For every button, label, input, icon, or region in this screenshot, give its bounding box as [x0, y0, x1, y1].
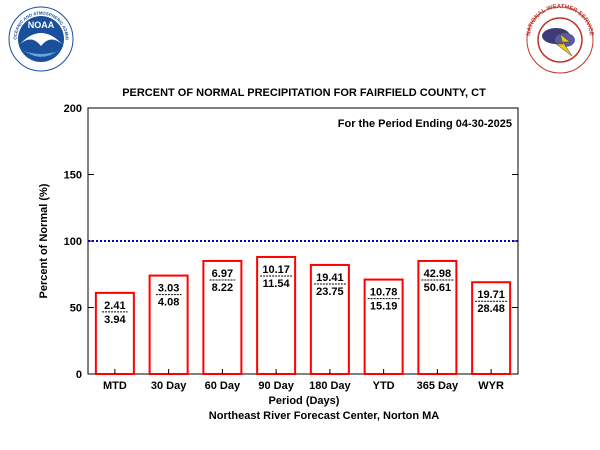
noaa-logo: NOAA NATIONAL OCEANIC AND ATMOSPHERIC AD…: [0, 0, 74, 72]
bars: 2.41 3.94 3.03 4.08 6.97 8.22 10.17 11.54 19.41 2…: [94, 255, 512, 376]
x-axis: MTD 30 Day 60 Day 90 Day 180 Day YTD 365 Day WY…: [103, 369, 504, 392]
x-tick-label: WYR: [478, 380, 504, 392]
bar-normal-label: 15.19: [370, 301, 398, 313]
bar-normal-label: 23.75: [316, 286, 344, 298]
bar-observed-label: 10.78: [370, 287, 398, 299]
footer-credit: Northeast River Forecast Center, Norton …: [209, 410, 439, 422]
y-tick-label: 0: [76, 369, 82, 381]
bar-normal-label: 8.22: [212, 282, 233, 294]
bar-observed-label: 10.17: [262, 264, 290, 276]
y-tick-label: 100: [64, 236, 82, 248]
y-tick-label: 50: [70, 303, 82, 315]
y-axis-label: Percent of Normal (%): [38, 183, 50, 298]
x-axis-label: Period (Days): [269, 395, 340, 407]
bar-observed-label: 2.41: [104, 300, 125, 312]
subtitle: For the Period Ending 04-30-2025: [338, 118, 512, 130]
x-tick-label: 180 Day: [309, 380, 351, 392]
y-tick-label: 150: [64, 170, 82, 182]
bar-normal-label: 50.61: [424, 282, 452, 294]
y-axis: 0 50 100 150 200: [64, 103, 518, 381]
nws-logo: NATIONAL WEATHER SERVICE: [526, 4, 594, 74]
bar-normal-label: 3.94: [104, 314, 126, 326]
bar-normal-label: 28.48: [477, 303, 505, 315]
x-tick-label: MTD: [103, 380, 127, 392]
bar-observed-label: 42.98: [424, 268, 452, 280]
x-tick-label: 365 Day: [417, 380, 459, 392]
x-tick-label: 60 Day: [205, 380, 241, 392]
bar-observed-label: 6.97: [212, 268, 233, 280]
x-tick-label: YTD: [373, 380, 395, 392]
bar-observed-label: 19.41: [316, 272, 344, 284]
chart-title: PERCENT OF NORMAL PRECIPITATION FOR FAIR…: [122, 87, 486, 99]
y-tick-label: 200: [64, 103, 82, 115]
x-tick-label: 30 Day: [151, 380, 187, 392]
noaa-wordmark: NOAA: [28, 20, 55, 30]
bar-observed-label: 19.71: [477, 289, 505, 301]
bar-normal-label: 11.54: [263, 278, 291, 290]
bar-observed-label: 3.03: [158, 283, 179, 295]
bar-normal-label: 4.08: [158, 297, 179, 309]
x-tick-label: 90 Day: [258, 380, 294, 392]
